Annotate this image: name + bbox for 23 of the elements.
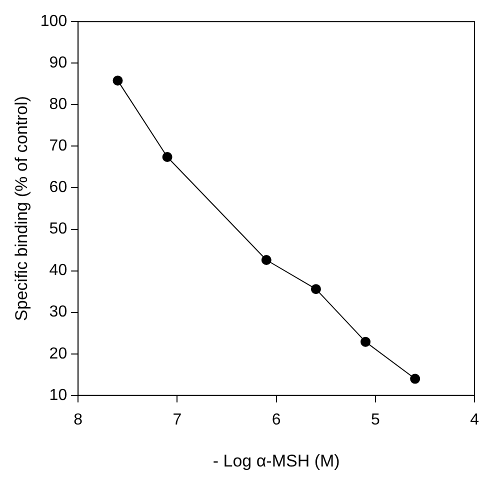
y-tick-label: 40 xyxy=(49,262,68,280)
y-tick-label: 90 xyxy=(49,54,68,72)
x-axis-title: - Log α-MSH (M) xyxy=(212,451,340,470)
point xyxy=(310,284,321,294)
y-tick-label: 10 xyxy=(49,386,68,404)
point xyxy=(360,336,371,347)
x-tick-label: 5 xyxy=(370,411,380,428)
y-tick-label: 80 xyxy=(49,96,68,114)
y-axis-title: Specific binding (% of control) xyxy=(12,96,31,321)
point xyxy=(261,255,272,265)
y-tick-label: 30 xyxy=(49,304,68,321)
y-tick-label: 100 xyxy=(40,13,68,30)
x-tick-label: 4 xyxy=(470,411,480,428)
y-tick-label: 50 xyxy=(49,220,68,238)
y-tick-label: 20 xyxy=(49,345,68,362)
y-tick-label: 70 xyxy=(49,138,68,155)
x-tick-label: 6 xyxy=(272,411,281,428)
point xyxy=(162,152,172,162)
point xyxy=(112,76,123,86)
x-tick-label: 7 xyxy=(172,411,182,428)
point xyxy=(410,374,420,384)
x-tick-label: 8 xyxy=(74,411,83,428)
y-tick-label: 60 xyxy=(49,179,68,196)
